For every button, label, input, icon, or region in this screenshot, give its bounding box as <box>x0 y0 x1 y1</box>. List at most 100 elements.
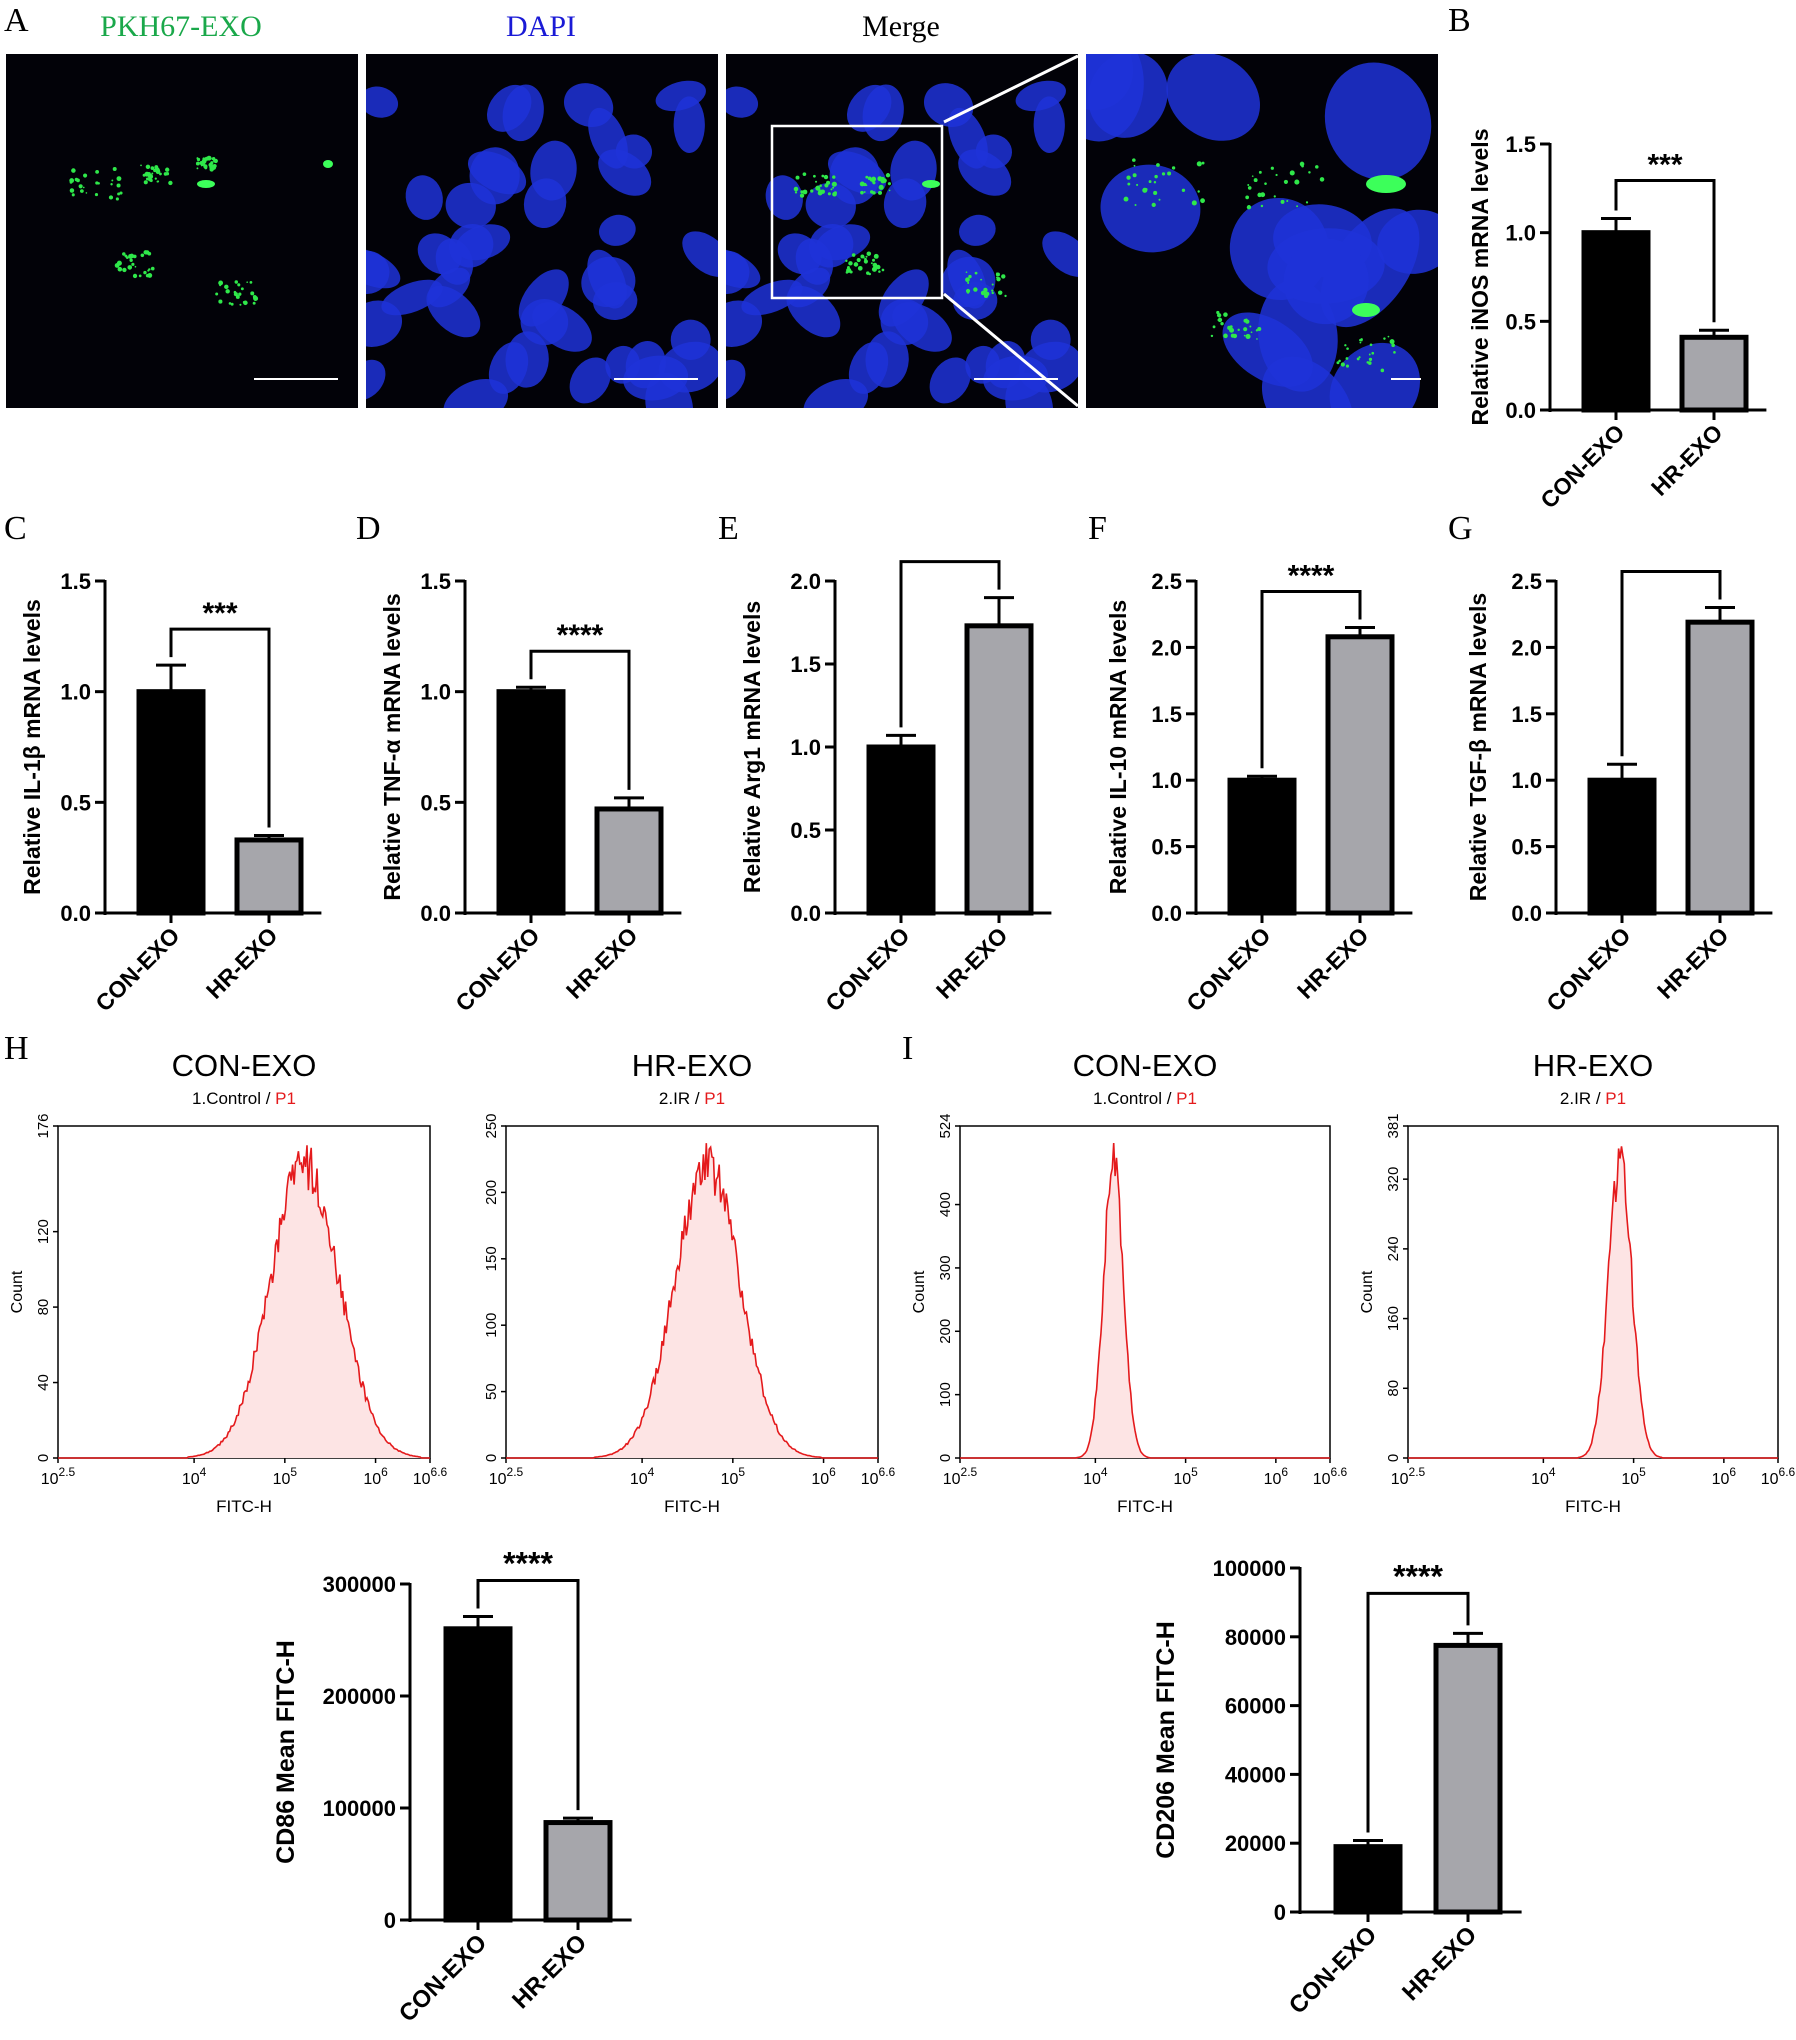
exosome-dot <box>1003 274 1006 277</box>
exosome-dot <box>117 192 121 196</box>
nucleus <box>765 175 803 220</box>
exosome-dot <box>1280 199 1285 204</box>
x-tick-label: 105 <box>721 1465 746 1488</box>
exosome-dot <box>832 175 836 179</box>
histogram-subtitle: 2.IR / P1 <box>1560 1089 1626 1108</box>
exosome-dot <box>799 193 805 198</box>
exosome-dot <box>249 281 253 284</box>
y-tick-label: 1.0 <box>1511 768 1542 793</box>
exosome-dot <box>1283 179 1288 184</box>
exosome-dot <box>145 164 151 170</box>
exosome-dot <box>1223 333 1228 339</box>
exosome-dot <box>140 253 145 258</box>
x-tick-label: 104 <box>182 1465 207 1488</box>
exosome-dot <box>1270 166 1274 170</box>
exosome-dot <box>1197 190 1200 193</box>
y-tick-label: 0.0 <box>60 901 91 926</box>
exosome-dot <box>860 190 864 195</box>
exosome-dot <box>800 190 804 194</box>
exosome-dot <box>1004 294 1007 298</box>
nucleus <box>880 299 929 346</box>
nucleus <box>366 248 401 289</box>
exosome-dot <box>132 254 137 259</box>
exosome-dot <box>219 284 222 287</box>
nucleus <box>1033 96 1065 153</box>
panel-letter-h: H <box>4 1030 29 1067</box>
exosome-dot <box>1359 338 1362 342</box>
y-tick-label: 1.5 <box>60 569 91 594</box>
exosome-dot <box>200 164 203 167</box>
exosome-dot <box>138 274 142 278</box>
exosome-dot <box>968 274 972 279</box>
y-axis-label: CD86 Mean FITC-H <box>272 1640 300 1864</box>
exosome-dot <box>218 280 224 286</box>
y-axis-label: CD206 Mean FITC-H <box>1152 1621 1180 1859</box>
zoom-box <box>770 124 944 300</box>
exosome-dot <box>1220 321 1224 326</box>
nucleus <box>469 147 520 205</box>
exosome-dot <box>1154 174 1158 179</box>
y-tick-label: 0 <box>937 1454 954 1462</box>
exosome-dot <box>996 272 998 275</box>
exosome-dot <box>1369 343 1373 347</box>
bar-hr-exo <box>1325 634 1395 916</box>
exosome-dot <box>980 278 983 281</box>
exosome-dot <box>1132 158 1136 162</box>
nucleus <box>520 299 569 346</box>
bar-chart-tnfa: 0.0 0.5 1.0 1.5 Relative TNF-α mRNA levels CO… <box>379 569 682 1016</box>
nucleus <box>366 300 403 347</box>
exosome-dot <box>250 291 255 296</box>
exosome-dot <box>1345 364 1350 368</box>
x-tick-label: HR-EXO <box>561 922 643 1004</box>
exosome-dot <box>238 292 242 296</box>
x-tick-label: HR-EXO <box>1292 922 1374 1004</box>
y-tick-label: 0.5 <box>420 790 451 815</box>
significance-bracket <box>169 627 271 828</box>
exosome-dot <box>95 170 100 174</box>
exosome-dot <box>980 290 986 296</box>
exosome-dot <box>71 168 76 173</box>
exosome-dot <box>212 156 216 161</box>
histogram-title: HR-EXO <box>1533 1048 1654 1083</box>
exosome-dot <box>1132 173 1137 178</box>
bar-con-exo <box>1581 230 1651 413</box>
micrograph-title-pkh67: PKH67-EXO <box>100 10 262 43</box>
exosome-dot <box>830 188 833 191</box>
x-tick-label: 106 <box>1712 1465 1737 1488</box>
significance-label: *** <box>1653 560 1688 573</box>
x-tick-label: 104 <box>630 1465 655 1488</box>
exosome-dot <box>129 258 133 262</box>
y-tick-label: 250 <box>483 1113 500 1138</box>
exosome-dot <box>1247 184 1250 187</box>
exosome-dot <box>1136 183 1139 187</box>
y-axis-label: Count <box>1359 1270 1376 1313</box>
y-tick-label: 1.5 <box>1505 132 1536 157</box>
exosome-dot <box>215 292 219 296</box>
exosome-dot <box>991 283 994 286</box>
exosome-dot <box>997 290 1003 295</box>
panel-letter-a: A <box>4 2 29 39</box>
exosome-dot <box>860 254 865 259</box>
x-tick-label: 102.5 <box>489 1465 524 1488</box>
exosome-dot <box>119 191 123 195</box>
exosome-dot <box>853 262 859 267</box>
exosome-dot <box>230 302 234 306</box>
histogram-line <box>506 1143 878 1459</box>
exosome-dot <box>78 184 83 189</box>
nucleus <box>726 248 761 289</box>
exosome-dot <box>881 268 885 272</box>
exosome-dot <box>1181 188 1186 192</box>
exosome-dot <box>815 185 821 191</box>
exosome-dot <box>1393 351 1396 354</box>
x-tick-label: 102.5 <box>1391 1465 1426 1488</box>
y-tick-label: 0.5 <box>1511 835 1542 860</box>
nucleus <box>673 96 705 153</box>
exosome-dot <box>845 259 848 263</box>
exosome-dot <box>147 269 150 272</box>
nucleus <box>523 178 567 228</box>
exosome-dot <box>1319 177 1325 182</box>
bar-chart-arg1: 0.0 0.5 1.0 1.5 2.0 Relative Arg1 mRNA levels… <box>739 560 1052 1016</box>
x-tick-label: 105 <box>273 1465 298 1488</box>
exosome-dot <box>868 272 872 276</box>
y-tick-label: 0 <box>483 1454 500 1462</box>
